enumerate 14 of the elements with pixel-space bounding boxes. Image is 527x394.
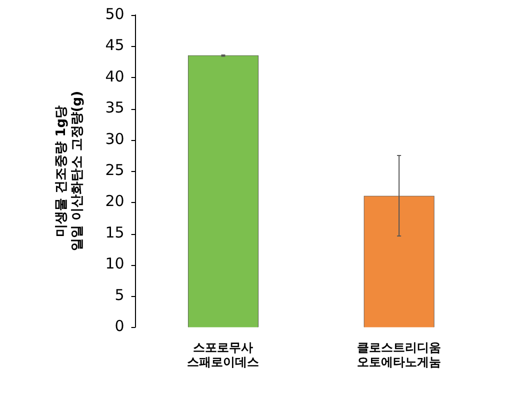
y-tick-label: 10 [105,254,124,273]
y-tick-label: 0 [114,317,124,336]
y-tick-label: 50 [105,4,124,23]
y-tick-label: 30 [105,130,124,148]
y-tick-label: 20 [105,192,124,210]
x-tick-label: 클로스트리디움 오토에타노게눔 [357,340,442,369]
y-tick-label: 15 [105,223,124,242]
y-tick-label: 45 [105,36,124,54]
y-tick-label: 35 [105,98,124,117]
y-tick-label: 40 [105,67,124,86]
y-tick-label: 5 [114,286,124,304]
y-axis-title: 미생물 건조중량 1g당 일일 이산화탄소 고정량(g) [54,90,85,252]
y-tick-label: 25 [105,160,124,179]
x-tick-label: 스포로무사 스패로이데스 [187,340,260,369]
